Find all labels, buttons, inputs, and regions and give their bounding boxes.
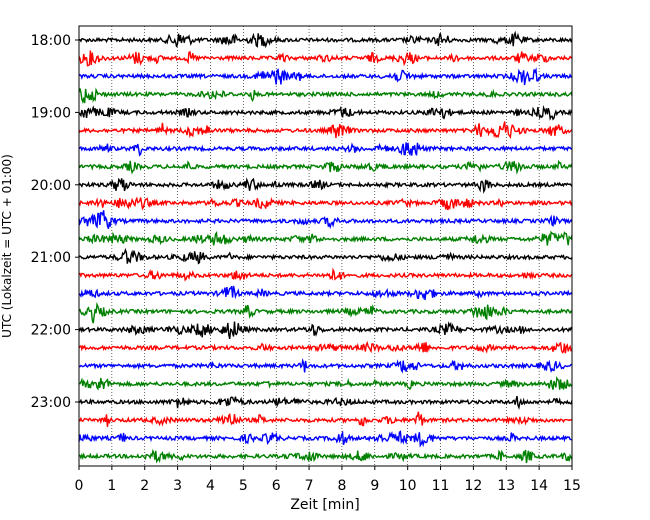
trace-18:15	[78, 50, 573, 67]
x-tick-label: 7	[305, 478, 314, 494]
trace-18:30	[78, 67, 573, 86]
trace-21:15	[78, 267, 573, 282]
trace-20:00	[78, 177, 573, 194]
x-tick-label: 0	[75, 478, 84, 494]
y-tick-label: 20:00	[31, 178, 71, 194]
y-tick-label: 23:00	[31, 395, 71, 411]
trace-18:45	[78, 87, 573, 105]
y-tick-label: 18:00	[31, 33, 71, 49]
x-tick-label: 14	[530, 478, 548, 494]
trace-19:00	[78, 104, 573, 121]
x-tick-label: 8	[337, 478, 346, 494]
trace-22:15	[78, 340, 573, 354]
trace-20:15	[78, 196, 573, 211]
trace-19:15	[78, 121, 573, 140]
x-tick-label: 13	[497, 478, 515, 494]
grid-lines	[111, 26, 540, 466]
x-tick-label: 5	[239, 478, 248, 494]
x-tick-label: 2	[140, 478, 149, 494]
x-tick-label: 10	[399, 478, 417, 494]
x-tick-label: 9	[370, 478, 379, 494]
trace-20:45	[78, 230, 573, 246]
trace-22:00	[78, 321, 573, 339]
y-axis-label: UTC (Lokalzeit = UTC + 01:00)	[0, 154, 14, 338]
x-axis-label: Zeit [min]	[290, 497, 359, 513]
y-tick-label: 21:00	[31, 250, 71, 266]
trace-21:00	[78, 247, 573, 265]
y-axis-ticks: 18:00 19:00 20:00 21:00 22:00 23:00	[31, 33, 79, 411]
trace-22:30	[78, 357, 573, 374]
x-tick-label: 3	[173, 478, 182, 494]
trace-23:45	[78, 448, 573, 464]
trace-22:45	[78, 375, 573, 391]
x-tick-label: 11	[432, 478, 450, 494]
x-tick-label: 15	[563, 478, 581, 494]
x-tick-label: 1	[107, 478, 116, 494]
trace-21:45	[78, 301, 573, 324]
x-tick-label: 4	[206, 478, 215, 494]
trace-19:30	[78, 142, 573, 157]
y-tick-label: 22:00	[31, 323, 71, 339]
seismic-traces	[78, 30, 573, 464]
plot-frame	[78, 25, 573, 467]
x-tick-label: 12	[464, 478, 482, 494]
trace-23:00	[78, 395, 573, 411]
trace-20:30	[78, 210, 573, 230]
x-tick-label: 6	[272, 478, 281, 494]
x-axis-ticks: 0 1 2 3 4 5 6 7 8 9 10 11 12 13 14 15	[75, 466, 581, 494]
y-tick-label: 19:00	[31, 105, 71, 121]
trace-19:45	[78, 159, 573, 175]
trace-23:30	[78, 430, 573, 448]
trace-18:00	[78, 30, 573, 49]
trace-21:30	[78, 285, 573, 301]
trace-23:15	[78, 411, 573, 427]
